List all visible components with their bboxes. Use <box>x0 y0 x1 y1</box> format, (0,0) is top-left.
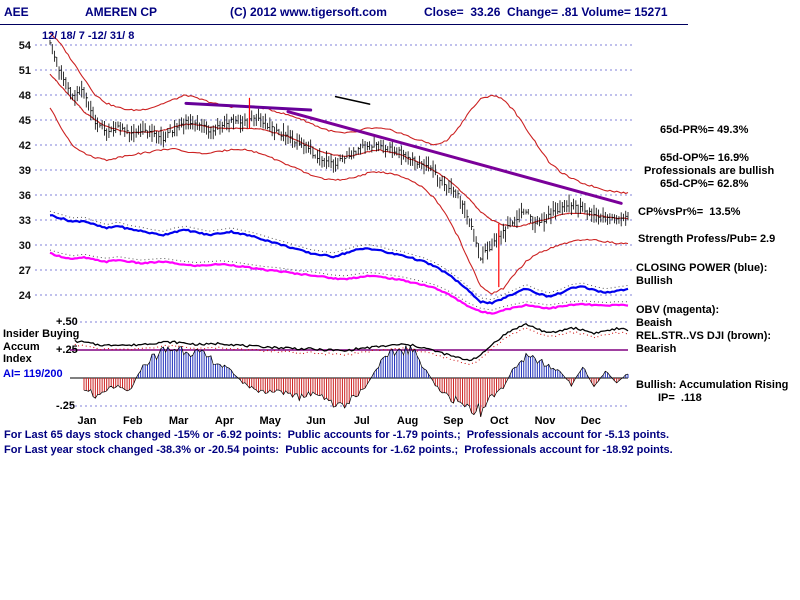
scale-plus25: +.25 <box>56 344 78 356</box>
svg-text:Nov: Nov <box>535 415 557 427</box>
svg-text:39: 39 <box>19 165 31 177</box>
accum-label: Accum <box>3 341 40 353</box>
svg-text:Oct: Oct <box>490 415 509 427</box>
svg-text:May: May <box>259 415 281 427</box>
svg-text:Dec: Dec <box>581 415 601 427</box>
copyright-text: (C) 2012 www.tigersoft.com <box>230 5 387 19</box>
accum-note: Bullish: Accumulation Rising <box>636 379 789 391</box>
scale-plus50: +.50 <box>56 316 78 328</box>
summary-year: For Last year stock changed -38.3% or -2… <box>4 444 673 456</box>
scale-minus25: -.25 <box>56 400 75 412</box>
ticker-symbol: AEE <box>4 5 29 19</box>
relstr-label: REL.STR..VS DJI (brown): <box>636 330 772 342</box>
svg-text:54: 54 <box>19 40 32 52</box>
svg-text:Apr: Apr <box>215 415 235 427</box>
stat-65d-op: 65d-OP%= 16.9% <box>660 152 749 164</box>
svg-text:Feb: Feb <box>123 415 143 427</box>
svg-text:33: 33 <box>19 215 31 227</box>
svg-text:Aug: Aug <box>397 415 418 427</box>
svg-text:Jul: Jul <box>354 415 370 427</box>
summary-65d: For Last 65 days stock changed -15% or -… <box>4 429 670 441</box>
index-label: Index <box>3 353 32 365</box>
relstr-state: Bearish <box>636 343 677 355</box>
obv-state: Beaish <box>636 317 673 329</box>
stat-cp-vs-pr: CP%vsPr%= 13.5% <box>638 206 741 218</box>
quote-stats: Close= 33.26 Change= .81 Volume= 15271 <box>424 5 668 19</box>
svg-text:27: 27 <box>19 265 31 277</box>
svg-text:Sep: Sep <box>443 415 463 427</box>
date-range: 12/ 18/ 7 -12/ 31/ 8 <box>42 30 135 42</box>
ip-value: IP= .118 <box>658 392 702 404</box>
closing-power-state: Bullish <box>636 275 673 287</box>
insider-buying-label: Insider Buying <box>3 328 80 340</box>
svg-text:24: 24 <box>19 290 32 302</box>
svg-text:51: 51 <box>19 65 31 77</box>
svg-text:48: 48 <box>19 90 31 102</box>
professionals-note: Professionals are bullish <box>644 165 775 177</box>
svg-text:Jun: Jun <box>306 415 326 427</box>
stat-strength: Strength Profess/Pub= 2.9 <box>638 233 776 245</box>
obv-label: OBV (magenta): <box>636 304 720 316</box>
ai-value: AI= 119/200 <box>3 368 63 380</box>
svg-text:42: 42 <box>19 140 31 152</box>
stat-65d-cp: 65d-CP%= 62.8% <box>660 178 749 190</box>
closing-power-label: CLOSING POWER (blue): <box>636 262 768 274</box>
svg-text:36: 36 <box>19 190 31 202</box>
stat-65d-pr: 65d-PR%= 49.3% <box>660 124 749 136</box>
svg-text:Mar: Mar <box>169 415 189 427</box>
header-divider <box>0 24 688 25</box>
company-name: AMEREN CP <box>85 5 158 19</box>
svg-text:Jan: Jan <box>78 415 97 427</box>
svg-text:30: 30 <box>19 240 31 252</box>
svg-text:45: 45 <box>19 115 31 127</box>
